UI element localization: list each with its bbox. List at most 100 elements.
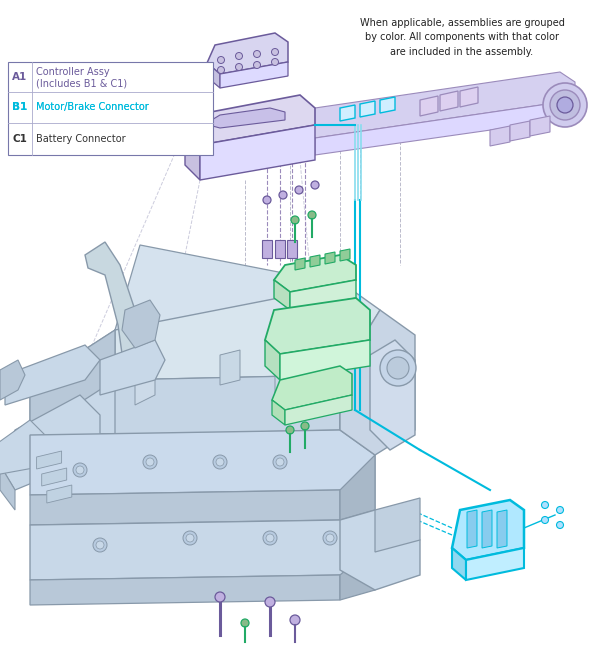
Polygon shape [200, 125, 315, 180]
Polygon shape [275, 360, 295, 395]
Circle shape [186, 534, 194, 542]
Circle shape [542, 517, 548, 523]
Polygon shape [207, 63, 220, 88]
Circle shape [266, 534, 274, 542]
Polygon shape [274, 280, 290, 310]
Circle shape [254, 51, 260, 57]
Circle shape [218, 57, 224, 64]
Polygon shape [115, 285, 380, 380]
Polygon shape [300, 128, 315, 155]
Polygon shape [30, 430, 375, 510]
Polygon shape [265, 298, 370, 354]
Polygon shape [466, 548, 524, 580]
Polygon shape [340, 510, 420, 590]
Circle shape [254, 62, 260, 68]
Polygon shape [122, 300, 160, 348]
Polygon shape [265, 340, 280, 380]
Circle shape [273, 455, 287, 469]
Polygon shape [315, 100, 575, 155]
Circle shape [311, 181, 319, 189]
Text: Controller Assy: Controller Assy [36, 67, 109, 77]
Polygon shape [295, 258, 305, 270]
Text: Motor/Brake Connector: Motor/Brake Connector [36, 102, 149, 112]
Polygon shape [5, 345, 100, 405]
Polygon shape [285, 395, 352, 425]
Circle shape [556, 521, 564, 528]
Circle shape [290, 615, 300, 625]
Polygon shape [340, 455, 375, 520]
Polygon shape [490, 126, 510, 146]
Circle shape [213, 455, 227, 469]
Polygon shape [185, 130, 200, 180]
Polygon shape [370, 340, 415, 450]
Polygon shape [210, 348, 225, 409]
Circle shape [276, 458, 284, 466]
Polygon shape [530, 116, 550, 136]
Circle shape [241, 619, 249, 627]
Circle shape [387, 357, 409, 379]
Polygon shape [440, 91, 458, 111]
Circle shape [76, 466, 84, 474]
Polygon shape [47, 485, 72, 503]
Polygon shape [220, 350, 240, 385]
Circle shape [556, 506, 564, 514]
Circle shape [550, 90, 580, 120]
Polygon shape [420, 96, 438, 116]
Polygon shape [310, 255, 320, 267]
Polygon shape [497, 510, 507, 548]
Text: B1: B1 [12, 102, 27, 112]
Polygon shape [185, 117, 195, 128]
Polygon shape [262, 240, 272, 258]
Polygon shape [0, 420, 50, 475]
Polygon shape [0, 465, 15, 510]
Circle shape [263, 531, 277, 545]
Polygon shape [460, 87, 478, 107]
Polygon shape [36, 451, 61, 469]
Circle shape [215, 592, 225, 602]
Polygon shape [115, 375, 340, 435]
Polygon shape [30, 490, 340, 525]
Circle shape [308, 211, 316, 219]
Polygon shape [42, 468, 67, 486]
Polygon shape [30, 575, 340, 605]
Polygon shape [380, 97, 395, 113]
Circle shape [96, 541, 104, 549]
Text: When applicable, assemblies are grouped
by color. All components with that color: When applicable, assemblies are grouped … [359, 18, 564, 57]
Polygon shape [452, 548, 466, 580]
Polygon shape [115, 245, 345, 375]
Circle shape [291, 216, 299, 224]
Circle shape [216, 458, 224, 466]
Polygon shape [272, 366, 352, 410]
Circle shape [323, 531, 337, 545]
Polygon shape [85, 242, 145, 380]
Polygon shape [185, 137, 195, 148]
Polygon shape [287, 240, 297, 258]
Circle shape [272, 49, 278, 55]
Polygon shape [360, 101, 375, 117]
Circle shape [183, 531, 197, 545]
Polygon shape [340, 545, 375, 600]
Polygon shape [274, 255, 356, 292]
Polygon shape [220, 62, 288, 88]
Circle shape [73, 463, 87, 477]
Polygon shape [280, 340, 370, 380]
Polygon shape [340, 310, 380, 430]
Text: Motor/Brake Connector: Motor/Brake Connector [36, 102, 149, 112]
Polygon shape [100, 340, 165, 395]
Bar [8, 92, 213, 123]
Polygon shape [315, 369, 330, 429]
Circle shape [543, 83, 587, 127]
Circle shape [326, 534, 334, 542]
Circle shape [295, 186, 303, 194]
Polygon shape [185, 127, 195, 138]
Circle shape [143, 455, 157, 469]
Polygon shape [325, 252, 335, 264]
Polygon shape [275, 240, 285, 258]
Polygon shape [30, 430, 340, 455]
Polygon shape [290, 280, 356, 310]
Polygon shape [0, 395, 100, 490]
Text: Battery Connector: Battery Connector [36, 134, 126, 144]
Circle shape [93, 538, 107, 552]
Circle shape [218, 66, 224, 73]
Circle shape [279, 191, 287, 199]
